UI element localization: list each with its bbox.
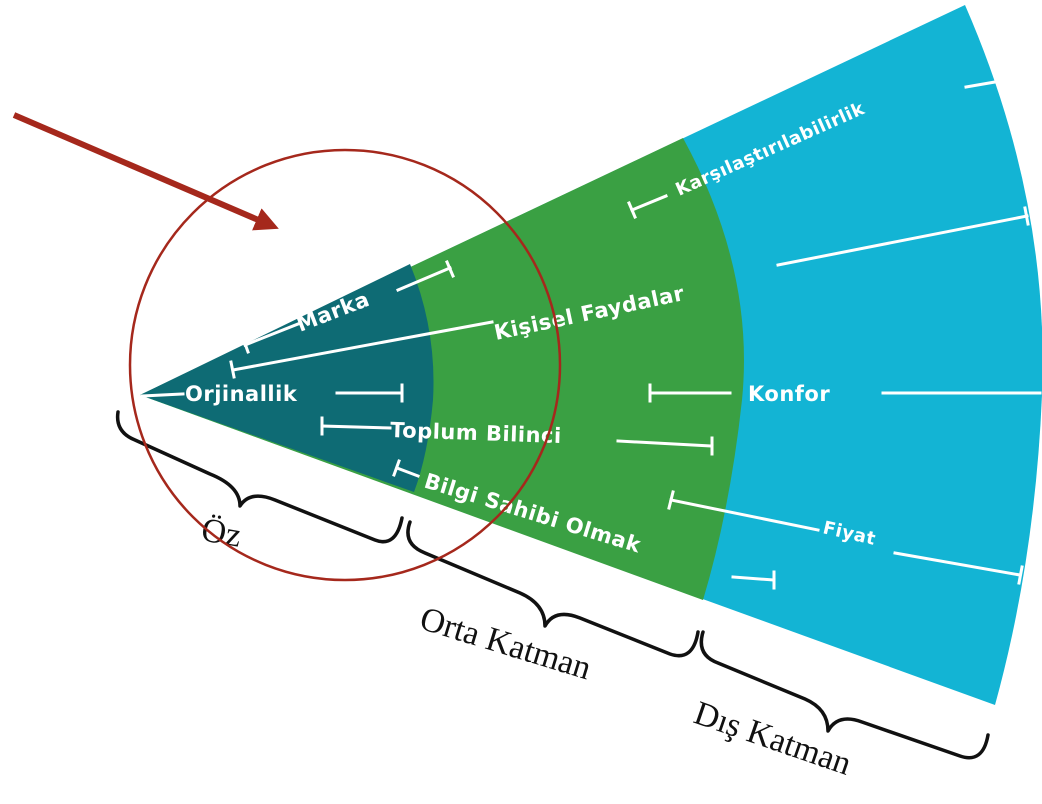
layer-label-core: Öz	[199, 511, 244, 554]
karsilastirma-line-left	[630, 194, 668, 212]
kisisel-tick-right	[1023, 206, 1030, 226]
fiyat-tick-left	[667, 490, 675, 510]
marka-line-right	[396, 266, 452, 292]
kisisel-tick-left	[229, 360, 236, 379]
highlight-circle	[128, 148, 562, 582]
bilgi-line-left	[395, 466, 420, 478]
fiyat-line-right	[893, 551, 1022, 577]
core-layer-region	[140, 264, 434, 492]
outer-brace	[699, 630, 990, 760]
bilgi-tick-left	[392, 459, 401, 477]
core-brace	[115, 410, 404, 544]
toplum-line-right	[616, 439, 714, 448]
pointer-arrow	[12, 112, 279, 231]
middle-layer-region	[140, 138, 744, 600]
karsilastirma-line-right	[964, 76, 1020, 89]
bilgi-line-right	[731, 575, 776, 582]
attr-konfor: Konfor	[748, 382, 830, 406]
toplum-line-left	[320, 424, 392, 430]
karsilastirma-tick-right	[1014, 68, 1021, 88]
fiyat-line-left	[669, 498, 820, 532]
fiyat-tick-right	[1017, 565, 1024, 585]
attr-toplum-bilinci: Toplum Bilinci	[390, 418, 562, 448]
orjinallik-line-left	[140, 392, 185, 398]
kisisel-line-left	[231, 320, 494, 372]
marka-tick-right	[445, 260, 455, 278]
layer-label-outer: Dış Katman	[689, 695, 856, 783]
attr-orjinallik: Orjinallik	[185, 382, 298, 406]
marka-line-left	[243, 322, 300, 347]
middle-brace	[406, 520, 700, 658]
kisisel-line-right	[776, 214, 1029, 267]
marka-tick-left	[241, 336, 250, 354]
karsilastirma-tick-left	[627, 201, 637, 219]
